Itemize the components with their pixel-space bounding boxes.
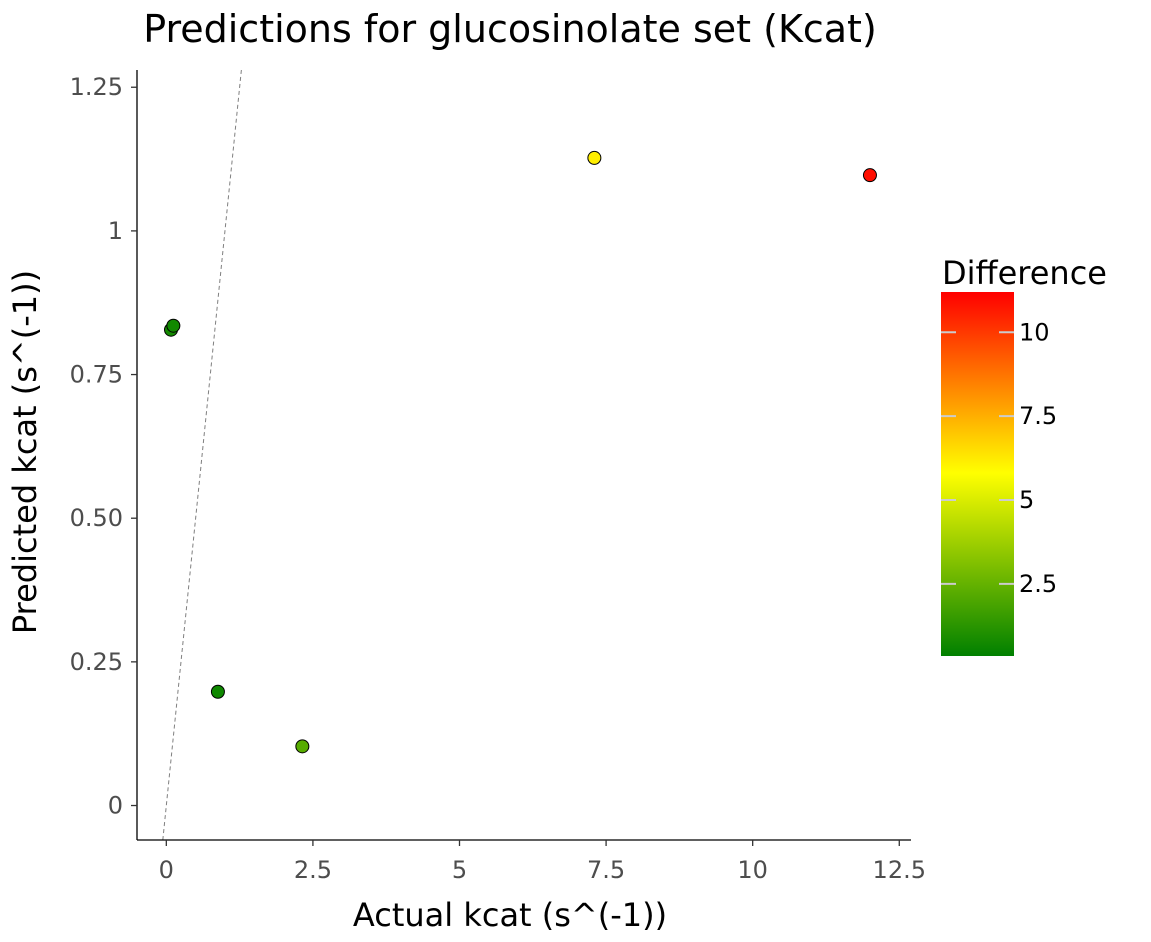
legend-title: Difference (942, 254, 1107, 292)
legend-tick-label: 10 (1019, 318, 1050, 346)
data-point (295, 739, 310, 754)
legend-tick-label: 2.5 (1019, 570, 1057, 598)
legend-tick-label: 5 (1019, 486, 1034, 514)
reference-line (162, 69, 242, 841)
x-tick-label: 10 (737, 856, 768, 884)
x-tick-label: 0 (159, 856, 174, 884)
data-point (862, 168, 877, 183)
x-tick-label: 5 (452, 856, 467, 884)
x-tick-label: 2.5 (294, 856, 332, 884)
legend-ticks: 2.5 5 7.5 10 (941, 318, 1057, 598)
x-axis-ticks: 0 2.5 5 7.5 10 12.5 (159, 840, 926, 884)
y-axis-ticks: 0 0.25 0.50 0.75 1 1.25 (70, 73, 137, 820)
data-points (164, 150, 877, 754)
y-tick-label: 1.25 (70, 73, 123, 101)
plot-area: 0 2.5 5 7.5 10 12.5 0 0.25 0.50 0.75 1 1.25 (70, 69, 926, 884)
chart-title: Predictions for glucosinolate set (Kcat) (143, 7, 877, 51)
data-point (210, 684, 225, 699)
y-tick-label: 0.25 (70, 648, 123, 676)
data-point (166, 318, 181, 333)
y-tick-label: 0.75 (70, 361, 123, 389)
y-tick-label: 1 (108, 217, 123, 245)
x-tick-label: 12.5 (873, 856, 926, 884)
color-legend: Difference 2.5 5 7.5 10 (941, 254, 1107, 656)
x-tick-label: 7.5 (587, 856, 625, 884)
y-axis-title: Predicted kcat (s^(-1)) (6, 270, 44, 634)
data-point (587, 150, 602, 165)
y-tick-label: 0.50 (70, 504, 123, 532)
x-axis-title: Actual kcat (s^(-1)) (353, 896, 667, 934)
legend-tick-label: 7.5 (1019, 402, 1057, 430)
legend-colorbar (941, 292, 1014, 656)
y-tick-label: 0 (108, 792, 123, 820)
